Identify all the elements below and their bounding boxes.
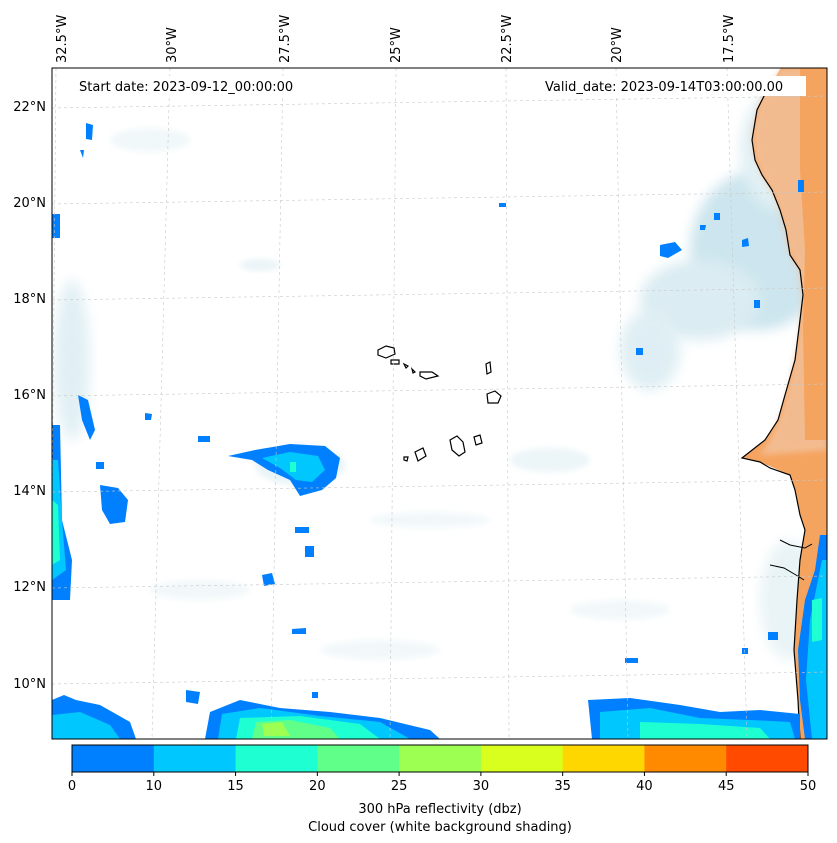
lon-label: 20°W <box>610 27 625 63</box>
lon-label: 22.5°W <box>500 15 515 63</box>
lon-label: 30°W <box>165 27 180 63</box>
reflectivity-patches <box>52 123 827 739</box>
colorbar-tick-label: 20 <box>309 779 326 794</box>
lat-label: 20°N <box>13 196 46 211</box>
colorbar-segment <box>562 745 645 772</box>
colorbar-segment <box>317 745 400 772</box>
graticule <box>52 68 827 739</box>
lat-label: 22°N <box>13 100 46 115</box>
colorbar-segment <box>399 745 482 772</box>
colorbar-segment <box>72 745 155 772</box>
lat-label: 16°N <box>13 388 46 403</box>
colorbar-tick-label: 0 <box>68 779 76 794</box>
bissau-coast <box>769 564 805 581</box>
lat-label: 14°N <box>13 484 46 499</box>
longitude-labels: 32.5°W 30°W 27.5°W 25°W 22.5°W 20°W 17.5… <box>55 15 737 63</box>
colorbar-frame <box>71 744 809 773</box>
colorbar-segments <box>72 745 809 772</box>
colorbar-tick-label: 15 <box>227 779 244 794</box>
cape-verde-islands <box>377 345 502 462</box>
lat-label: 10°N <box>13 677 46 692</box>
lat-label: 12°N <box>13 580 46 595</box>
coastline <box>740 91 806 739</box>
valid-date-box: Valid_date: 2023-09-14T03:00:00.00 <box>540 76 806 96</box>
ocean-background <box>52 68 827 739</box>
colorbar-tick-label: 45 <box>718 779 735 794</box>
valid-date-text: Valid_date: 2023-09-14T03:00:00.00 <box>545 80 783 95</box>
colorbar: 0 10 15 20 25 30 35 40 45 50 300 hPa reflectivity… <box>68 744 816 835</box>
latitude-labels: 22°N 20°N 18°N 16°N 14°N 12°N 10°N <box>13 100 46 692</box>
colorbar-segment <box>153 745 237 772</box>
colorbar-segment <box>480 745 564 772</box>
africa-land-core <box>800 68 827 440</box>
colorbar-tick-label: 50 <box>800 779 817 794</box>
lon-label: 25°W <box>389 27 404 63</box>
colorbar-segment <box>644 745 727 772</box>
colorbar-segment <box>235 745 318 772</box>
lon-label: 32.5°W <box>55 15 70 63</box>
map-panel: Start date: 2023-09-12_00:00:00 Valid_da… <box>52 68 827 739</box>
start-date-box: Start date: 2023-09-12_00:00:00 <box>74 76 314 96</box>
colorbar-ticks: 0 10 15 20 25 30 35 40 45 50 <box>68 772 816 794</box>
gambia-coast <box>779 539 813 549</box>
lon-label: 27.5°W <box>278 15 293 63</box>
lon-label: 17.5°W <box>722 15 737 63</box>
colorbar-tick-label: 35 <box>554 779 571 794</box>
colorbar-label: 300 hPa reflectivity (dbz) <box>358 802 521 817</box>
map-frame <box>51 67 828 740</box>
colorbar-segment <box>726 745 809 772</box>
colorbar-sublabel: Cloud cover (white background shading) <box>308 820 572 835</box>
colorbar-tick-label: 25 <box>391 779 408 794</box>
lat-label: 18°N <box>13 292 46 307</box>
colorbar-tick-label: 40 <box>636 779 653 794</box>
colorbar-tick-label: 30 <box>473 779 490 794</box>
start-date-text: Start date: 2023-09-12_00:00:00 <box>79 80 293 95</box>
colorbar-tick-label: 10 <box>146 779 163 794</box>
